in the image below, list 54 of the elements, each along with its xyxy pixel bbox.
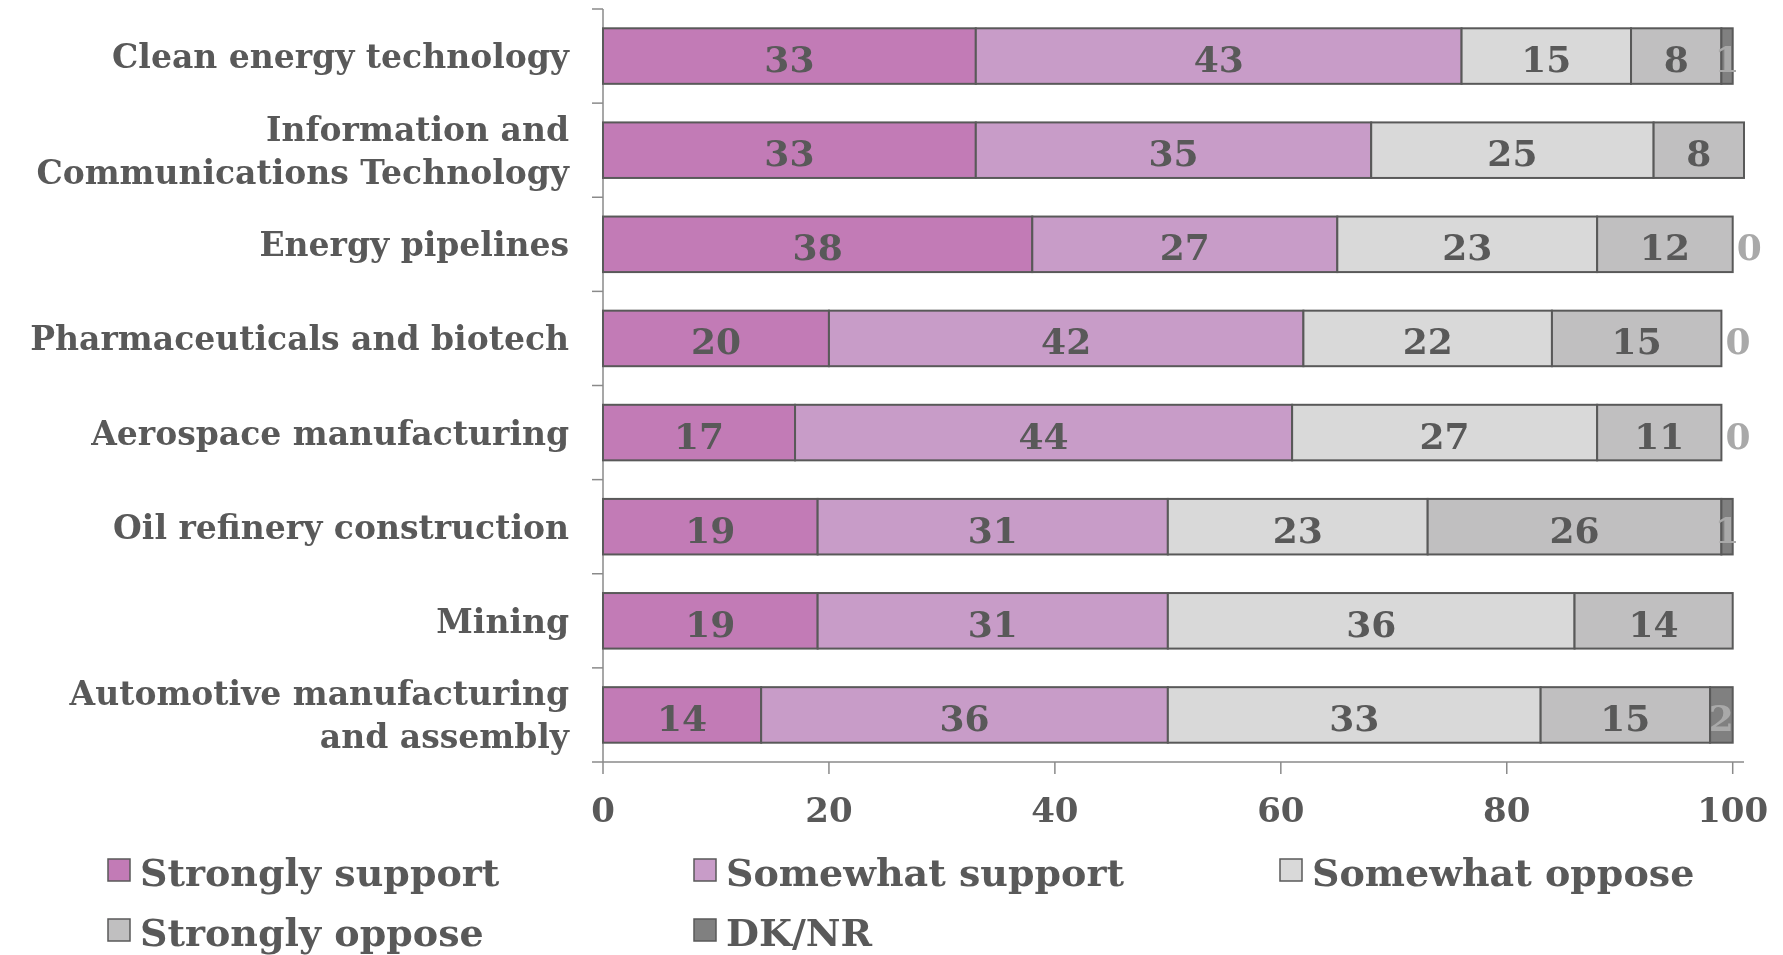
y-tick-label: Energy pipelines (259, 224, 569, 264)
y-tick-label: Oil refinery construction (113, 507, 569, 547)
data-label: 43 (1193, 38, 1244, 81)
data-label: 25 (1487, 132, 1538, 175)
data-label: 27 (1159, 226, 1210, 269)
legend-label: Somewhat support (726, 849, 1125, 895)
data-label: 27 (1419, 414, 1470, 457)
data-label: 12 (1639, 226, 1690, 269)
y-tick-label: Automotive manufacturing and assembly (68, 673, 570, 756)
data-label: 33 (764, 132, 815, 175)
data-label: 33 (764, 38, 815, 81)
data-label: 35 (1148, 132, 1199, 175)
x-tick-label: 80 (1483, 790, 1531, 830)
data-label: 19 (685, 508, 736, 551)
data-label: 0 (1725, 414, 1751, 457)
legend-label: Somewhat oppose (1312, 849, 1695, 895)
data-label: 31 (967, 508, 1018, 551)
y-tick-label: Pharmaceuticals and biotech (30, 318, 569, 358)
x-tick-label: 60 (1257, 790, 1305, 830)
data-label: 22 (1402, 320, 1453, 363)
data-label: 26 (1549, 508, 1600, 551)
data-label: 15 (1600, 696, 1651, 739)
x-tick-label: 0 (591, 790, 615, 830)
data-label: 0 (1725, 320, 1751, 363)
data-label: 42 (1041, 320, 1092, 363)
y-tick-label: Clean energy technology (112, 36, 570, 76)
data-label: 17 (673, 414, 725, 457)
data-label: 14 (657, 696, 708, 739)
data-label: 23 (1442, 226, 1493, 269)
y-tick-label: Aerospace manufacturing (90, 413, 569, 453)
data-label: 36 (1346, 602, 1397, 645)
data-label: 15 (1611, 320, 1662, 363)
data-label: 14 (1628, 602, 1679, 645)
data-label: 38 (792, 226, 843, 269)
x-tick-label: 40 (1031, 790, 1079, 830)
data-label: 11 (1634, 414, 1685, 457)
data-label: 15 (1521, 38, 1572, 81)
legend-label: Strongly support (140, 849, 500, 895)
data-label: 20 (690, 320, 742, 363)
data-label: 36 (939, 696, 990, 739)
x-tick-label: 20 (805, 790, 853, 830)
data-label: 19 (685, 602, 736, 645)
y-tick-label: Mining (436, 601, 569, 641)
data-label: 8 (1663, 38, 1689, 81)
data-label: 0 (1736, 226, 1762, 269)
legend-label: DK/NR (726, 909, 873, 955)
data-label: 31 (967, 602, 1018, 645)
data-label: 33 (1329, 696, 1380, 739)
data-label: 8 (1686, 132, 1712, 175)
data-label: 23 (1272, 508, 1323, 551)
legend-label: Strongly oppose (140, 909, 484, 955)
x-tick-label: 100 (1697, 790, 1769, 830)
y-tick-label: Information and Communications Technology (36, 109, 570, 192)
data-label: 44 (1018, 414, 1069, 457)
